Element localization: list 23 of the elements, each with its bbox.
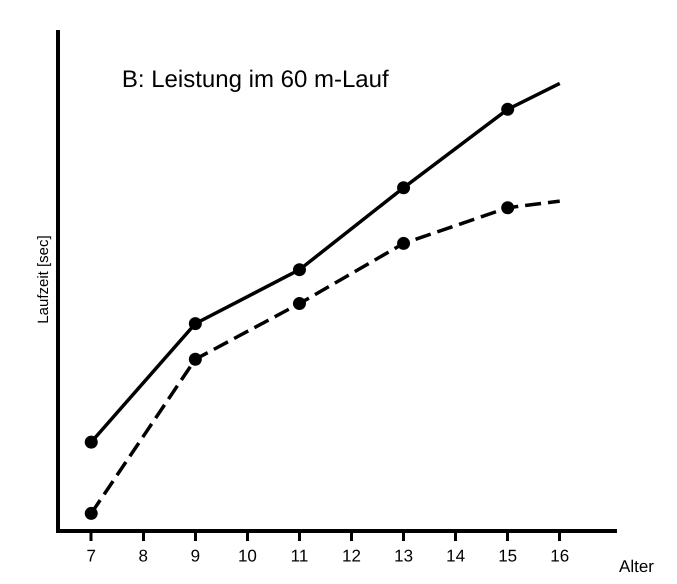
x-tick-label: 15 (498, 546, 518, 566)
point (397, 236, 410, 250)
x-tick-label: 8 (138, 546, 148, 566)
point (292, 297, 306, 310)
x-tick-label: 12 (342, 546, 361, 566)
x-tick-label: 9 (190, 546, 200, 566)
point (501, 201, 514, 214)
x-tick-label: 16 (550, 546, 570, 566)
chart-title: B: Leistung im 60 m-Lauf (122, 66, 389, 93)
point (84, 506, 98, 520)
x-tick-label: 10 (238, 546, 257, 566)
x-tick-label: 11 (290, 546, 308, 566)
point (292, 263, 306, 276)
x-axis-title: Alter (619, 557, 654, 576)
point (501, 102, 514, 116)
point (188, 317, 202, 330)
x-tick-label: 14 (446, 546, 466, 566)
x-tick-label: 7 (86, 546, 96, 566)
point (397, 181, 410, 194)
y-axis-title: Laufzeit [sec] (34, 235, 52, 324)
point (84, 436, 98, 449)
point (188, 352, 202, 366)
x-tick-label: 13 (394, 546, 414, 566)
